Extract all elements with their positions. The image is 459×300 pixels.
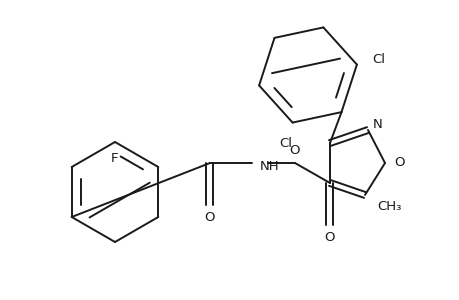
Text: Cl: Cl — [371, 53, 384, 66]
Text: Cl: Cl — [279, 137, 292, 150]
Text: CH₃: CH₃ — [376, 200, 401, 214]
Text: O: O — [204, 212, 215, 224]
Text: O: O — [394, 157, 404, 169]
Text: O: O — [324, 232, 335, 244]
Text: F: F — [111, 152, 118, 164]
Text: O: O — [289, 145, 300, 158]
Text: NH: NH — [259, 160, 279, 172]
Text: N: N — [372, 118, 382, 131]
